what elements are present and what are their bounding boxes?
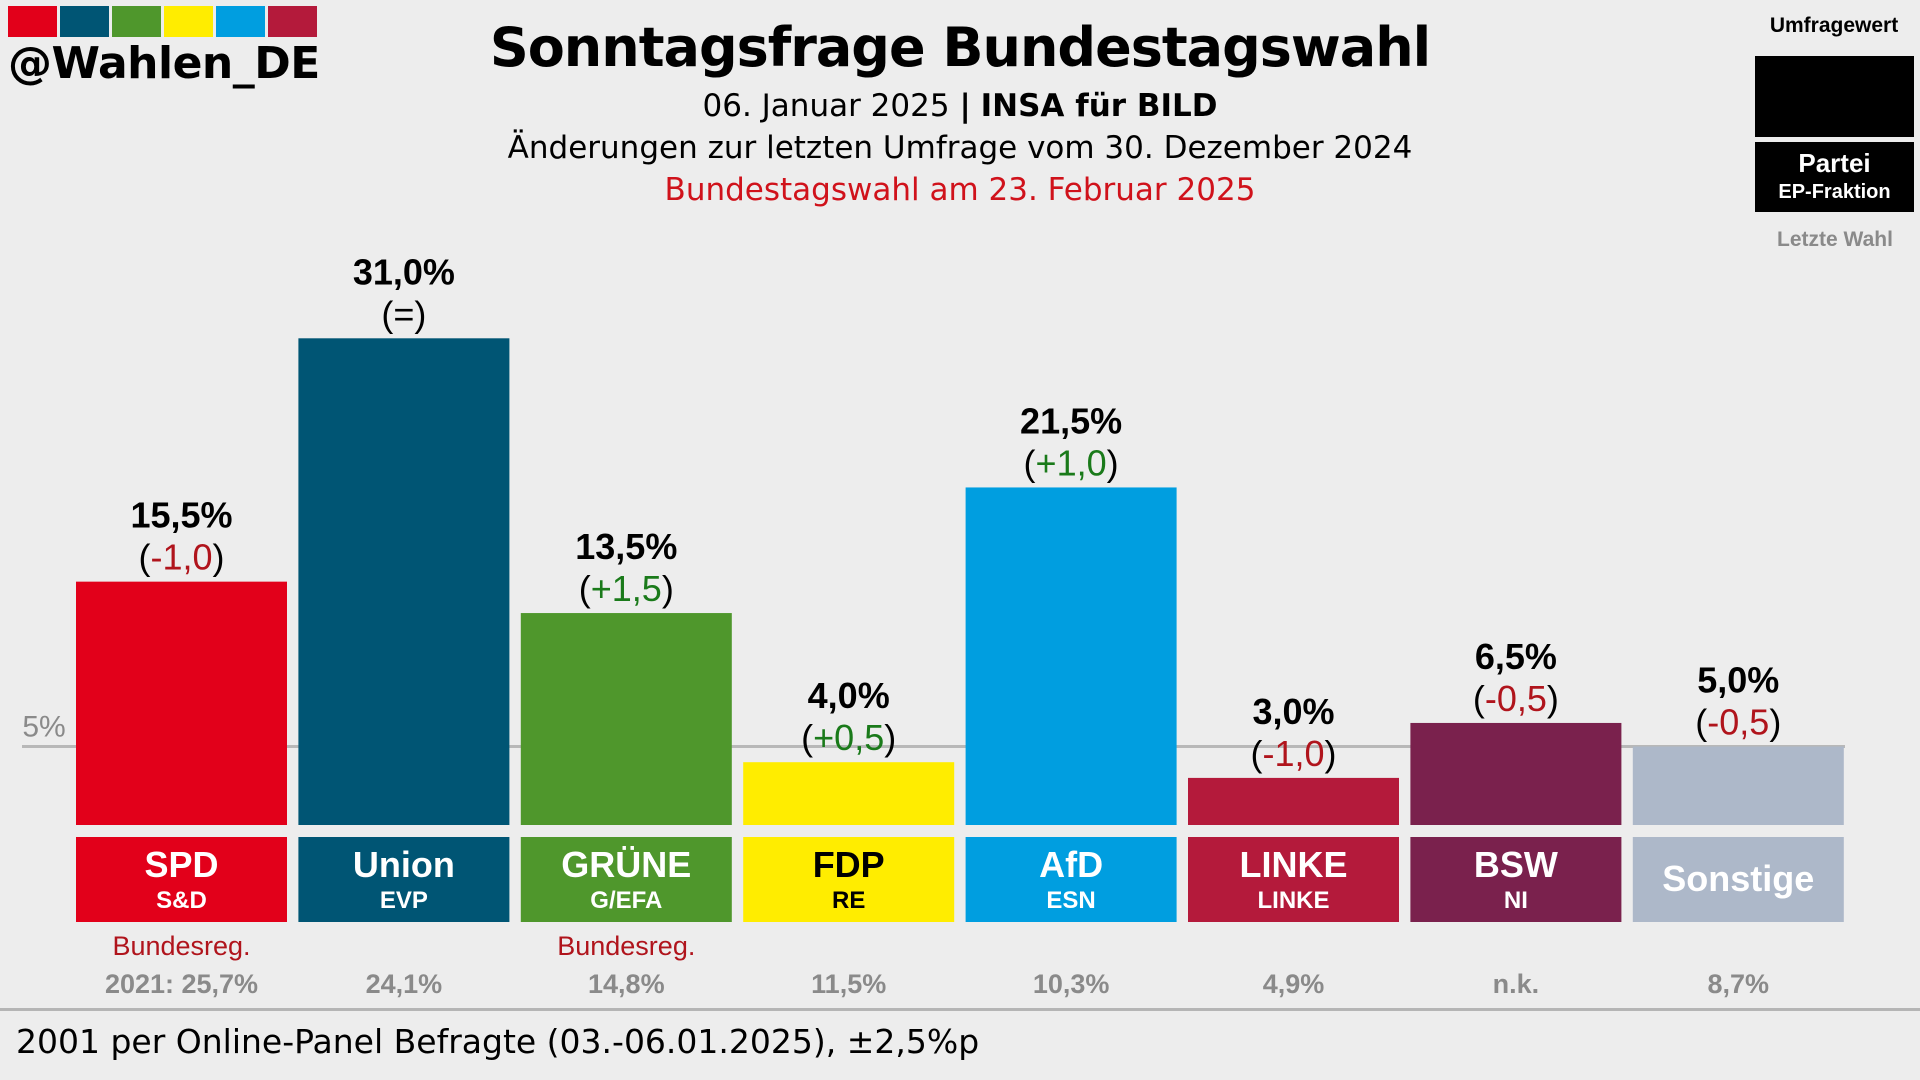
- party-label-box: [1188, 837, 1399, 922]
- bar-afd: [965, 487, 1177, 825]
- change-label: (+1,5): [579, 568, 674, 609]
- change-label: (-1,0): [138, 537, 224, 578]
- ep-faction: RE: [832, 887, 865, 914]
- bar-bsw: [1410, 722, 1622, 825]
- ep-faction: ESN: [1046, 887, 1095, 914]
- party-name: BSW: [1474, 844, 1558, 885]
- brand-swatch: [164, 6, 213, 37]
- legend-party-box: Partei EP-Fraktion: [1755, 142, 1914, 212]
- legend-faction-label: EP-Fraktion: [1778, 181, 1891, 203]
- threshold-label: 5%: [22, 711, 65, 744]
- value-label: 15,5%: [130, 495, 232, 536]
- legend-party-label: Partei: [1798, 148, 1871, 178]
- bar-grüne: [520, 613, 732, 825]
- value-label: 6,5%: [1475, 636, 1557, 677]
- legend-bar-swatch: [1755, 56, 1914, 137]
- legend-value-label: Umfragewert: [1769, 14, 1899, 37]
- party-label-box: [1632, 837, 1844, 922]
- legend-last-election-label: Letzte Wahl: [1777, 228, 1893, 251]
- last-election-value: 11,5%: [811, 969, 886, 999]
- party-label-box: [965, 837, 1177, 922]
- bar-sonstige: [1632, 746, 1844, 825]
- last-election-value: 8,7%: [1708, 969, 1770, 999]
- brand-color-strip: [8, 6, 317, 37]
- party-name: AfD: [1039, 844, 1103, 885]
- party-label-box: [1410, 837, 1622, 922]
- brand-swatch: [112, 6, 161, 37]
- value-label: 4,0%: [808, 675, 890, 716]
- changes-note: Änderungen zur letzten Umfrage vom 30. D…: [507, 130, 1413, 166]
- brand-swatch: [268, 6, 317, 37]
- brand-swatch: [8, 6, 57, 37]
- last-election-value: 4,9%: [1263, 969, 1325, 999]
- ep-faction: EVP: [380, 887, 428, 914]
- party-label-box: [520, 837, 732, 922]
- poll-date: 06. Januar 2025: [702, 88, 950, 124]
- change-label: (-0,5): [1473, 678, 1559, 719]
- ep-faction: NI: [1504, 887, 1528, 914]
- change-label: (=): [381, 293, 426, 334]
- party-name: Union: [353, 844, 455, 885]
- last-election-value: 10,3%: [1033, 969, 1110, 999]
- bar-linke: [1188, 777, 1399, 825]
- poll-institute: INSA für BILD: [980, 88, 1218, 124]
- government-note: Bundesreg.: [557, 931, 695, 961]
- party-name: SPD: [144, 844, 218, 885]
- last-election-value: 14,8%: [588, 969, 665, 999]
- party-label-box: [76, 837, 287, 922]
- last-election-value: n.k.: [1493, 969, 1540, 999]
- government-note: Bundesreg.: [112, 931, 250, 961]
- bar-spd: [76, 581, 287, 825]
- party-name: LINKE: [1240, 844, 1348, 885]
- separator: |: [959, 88, 971, 124]
- brand-swatch: [216, 6, 265, 37]
- last-election-value: 2021: 25,7%: [105, 969, 258, 999]
- party-label-box: [298, 837, 510, 922]
- ep-faction: S&D: [156, 887, 207, 914]
- value-label: 3,0%: [1252, 691, 1334, 732]
- brand-handle: @Wahlen_DE: [8, 38, 320, 89]
- party-name: GRÜNE: [561, 844, 691, 885]
- party-name: FDP: [813, 844, 885, 885]
- bar-fdp: [743, 762, 955, 825]
- value-label: 5,0%: [1697, 660, 1779, 701]
- ep-faction: LINKE: [1258, 887, 1330, 914]
- change-label: (-0,5): [1695, 702, 1781, 743]
- election-note: Bundestagswahl am 23. Februar 2025: [664, 172, 1256, 208]
- value-label: 13,5%: [575, 526, 677, 567]
- footer-divider: [0, 1008, 1920, 1011]
- value-label: 31,0%: [353, 251, 455, 292]
- last-election-value: 24,1%: [366, 969, 443, 999]
- change-label: (-1,0): [1250, 733, 1336, 774]
- change-label: (+1,0): [1024, 442, 1119, 483]
- bar-union: [298, 338, 510, 825]
- chart-title: Sonntagsfrage Bundestagswahl: [489, 16, 1431, 79]
- party-name: Sonstige: [1662, 858, 1814, 899]
- poll-info: 06. Januar 2025 | INSA für BILD: [0, 88, 1920, 124]
- change-label: (+0,5): [801, 717, 896, 758]
- brand-swatch: [60, 6, 109, 37]
- value-label: 21,5%: [1020, 400, 1122, 441]
- party-label-box: [743, 837, 955, 922]
- ep-faction: G/EFA: [590, 887, 662, 914]
- footer-note: 2001 per Online-Panel Befragte (03.-06.0…: [16, 1022, 980, 1061]
